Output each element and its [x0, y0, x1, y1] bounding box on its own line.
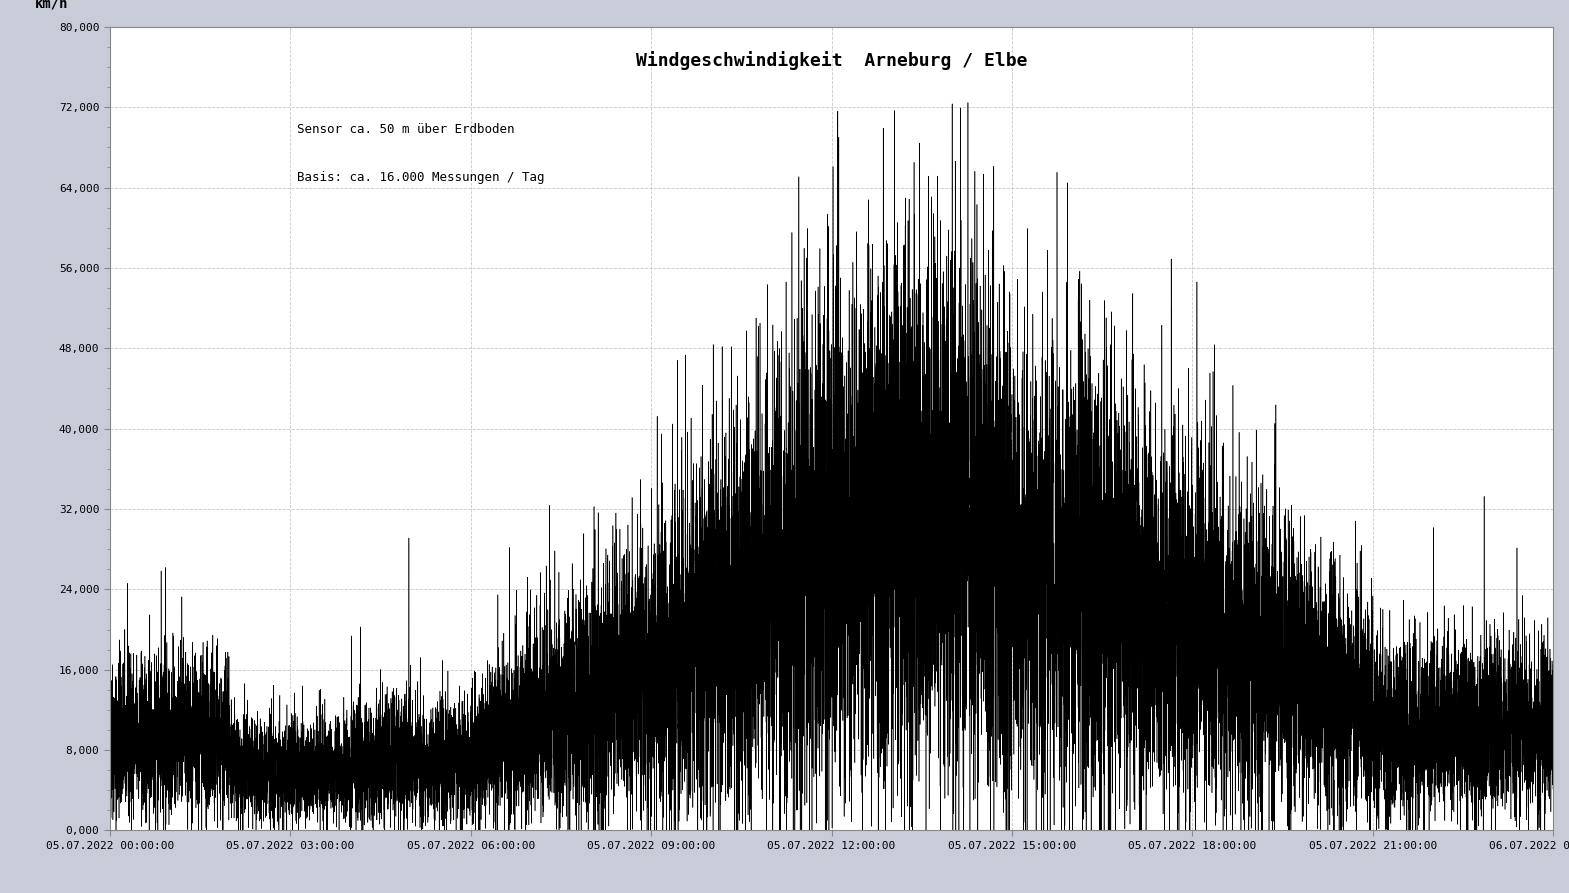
Text: Sensor ca. 50 m über Erdboden: Sensor ca. 50 m über Erdboden	[298, 123, 515, 137]
Y-axis label: km/h: km/h	[36, 0, 69, 11]
Text: Windgeschwindigkeit  Arneburg / Elbe: Windgeschwindigkeit Arneburg / Elbe	[635, 51, 1028, 70]
Text: Basis: ca. 16.000 Messungen / Tag: Basis: ca. 16.000 Messungen / Tag	[298, 171, 544, 185]
